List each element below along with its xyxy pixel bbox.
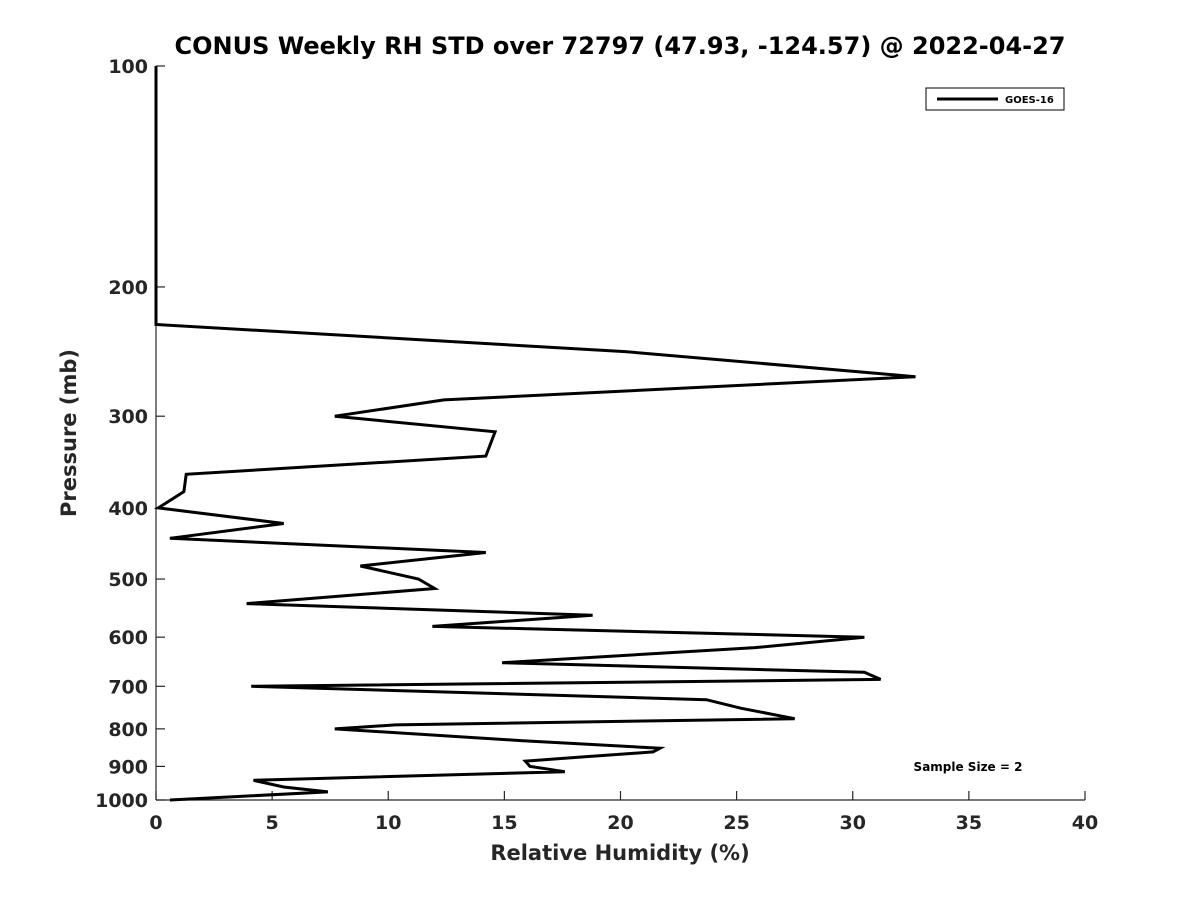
x-axis-label: Relative Humidity (%)	[490, 841, 749, 865]
x-tick-label: 20	[607, 812, 633, 834]
x-tick-label: 5	[266, 812, 279, 834]
x-tick-label: 35	[956, 812, 982, 834]
x-tick-label: 40	[1072, 812, 1098, 834]
legend: GOES-16	[925, 87, 1065, 111]
y-tick-label: 700	[108, 676, 148, 698]
y-tick-label: 400	[108, 498, 148, 520]
y-tick-label: 800	[108, 719, 148, 741]
legend-label: GOES-16	[1005, 95, 1054, 106]
x-tick-label: 15	[491, 812, 517, 834]
y-tick-label: 200	[108, 277, 148, 299]
x-tick-label: 0	[149, 812, 162, 834]
y-tick-label: 1000	[95, 790, 148, 812]
axes: 0 5 10 15 20 25 30 35 40 100 200 300 400 500 600 700 800…	[95, 56, 1098, 834]
y-tick-label: 100	[108, 56, 148, 78]
y-tick-label: 900	[108, 756, 148, 778]
chart-title: CONUS Weekly RH STD over 72797 (47.93, -…	[174, 32, 1065, 60]
y-tick-label: 500	[108, 569, 148, 591]
series-line-goes-16	[153, 66, 916, 802]
y-tick-label: 600	[108, 627, 148, 649]
x-tick-label: 10	[375, 812, 401, 834]
y-axis-label: Pressure (mb)	[57, 349, 81, 517]
x-tick-label: 30	[840, 812, 866, 834]
sample-size-annotation: Sample Size = 2	[914, 760, 1023, 774]
y-tick-label: 300	[108, 406, 148, 428]
x-tick-label: 25	[723, 812, 749, 834]
